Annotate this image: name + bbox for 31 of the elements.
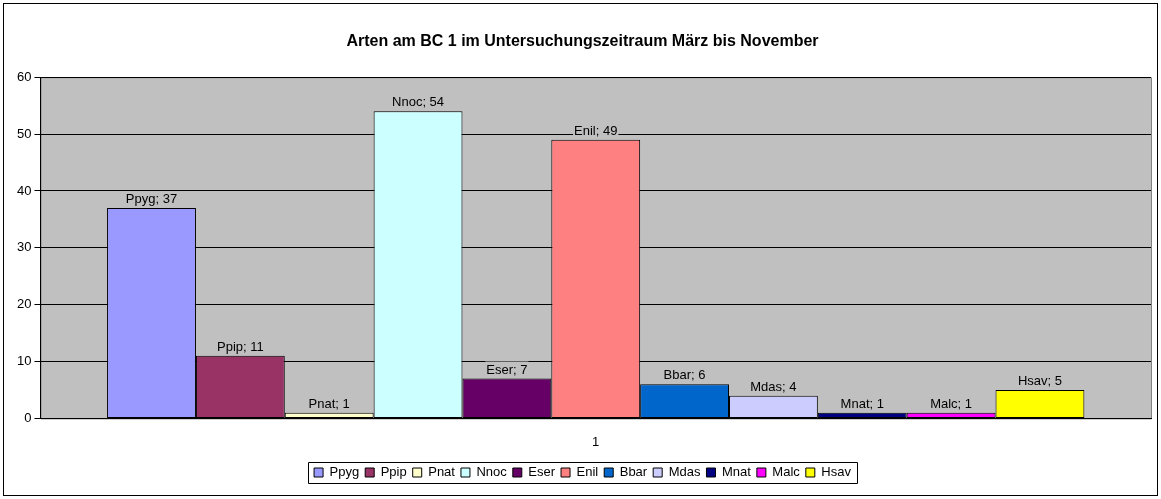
legend-label: Malc: [772, 464, 801, 480]
legend-label: Mnat: [721, 464, 752, 480]
legend-label: Nnoc: [476, 464, 508, 480]
y-tick-label: 20: [16, 296, 32, 312]
y-tick-label: 0: [24, 409, 32, 425]
data-label: Mdas; 4: [750, 378, 797, 394]
data-label: Mnat; 1: [840, 395, 884, 411]
legend-label: Bbar: [619, 464, 648, 480]
data-label: Malc; 1: [930, 395, 973, 411]
legend-label: Mdas: [668, 464, 701, 480]
data-label: Nnoc; 54: [392, 94, 445, 110]
y-tick-label: 60: [16, 68, 32, 84]
chart-title: Arten am BC 1 im Untersuchungszeitraum März bis November: [346, 32, 819, 50]
legend-label: Pnat: [428, 464, 456, 480]
y-tick-label: 30: [16, 239, 32, 255]
x-tick-label: 1: [592, 433, 600, 449]
data-label: Ppip; 11: [216, 338, 264, 354]
legend-label: Ppyg: [329, 464, 360, 480]
legend-label: Ppip: [380, 464, 407, 480]
data-label: Eser; 7: [486, 361, 528, 377]
legend-label: Enil: [576, 464, 599, 480]
data-label: Bbar; 6: [663, 367, 706, 383]
y-tick-label: 50: [16, 125, 32, 141]
data-label: Enil; 49: [574, 122, 618, 138]
y-tick-label: 40: [16, 182, 32, 198]
legend-label: Hsav: [821, 464, 852, 480]
legend-label: Eser: [528, 464, 556, 480]
data-label: Ppyg; 37: [125, 191, 178, 207]
data-label: Hsav; 5: [1017, 373, 1062, 389]
y-tick-label: 10: [16, 353, 32, 369]
data-label: Pnat; 1: [308, 395, 350, 411]
